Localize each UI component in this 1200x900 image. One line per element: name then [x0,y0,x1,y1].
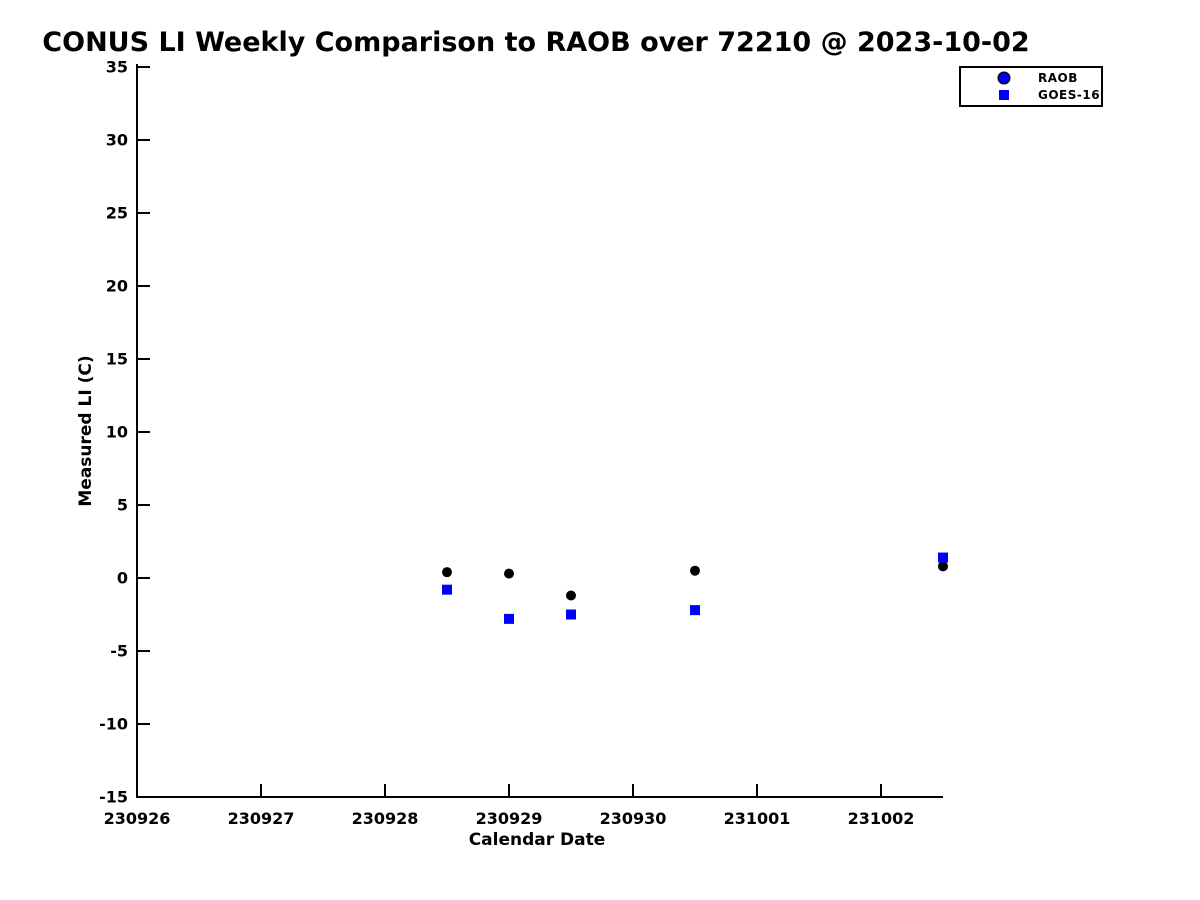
y-axis-label: Measured LI (C) [76,355,96,507]
x-tick-label: 231002 [848,809,915,828]
y-tick-label: -15 [99,788,128,807]
data-point-raob [504,568,514,579]
raob-circle-icon [997,71,1011,85]
data-point-raob [566,590,576,601]
x-tick-label: 230929 [476,809,543,828]
data-point-goes-16 [442,584,452,595]
x-tick-label: 230928 [352,809,419,828]
goes16-square-icon [997,88,1011,102]
x-tick-label: 230926 [104,809,171,828]
legend-item-raob: RAOB [961,70,1101,87]
data-point-raob [690,565,700,576]
chart-title: CONUS LI Weekly Comparison to RAOB over … [42,27,1030,58]
y-tick-label: 30 [106,131,128,150]
legend-label-raob: RAOB [1038,71,1078,85]
y-tick-label: -5 [110,642,128,661]
y-tick-label: 20 [106,277,128,296]
x-tick-label: 230927 [228,809,295,828]
x-axis-label: Calendar Date [468,830,606,850]
x-tick-label: 230930 [600,809,667,828]
y-tick-label: 15 [106,350,128,369]
y-tick-label: 25 [106,204,128,223]
legend-item-goes16: GOES-16 [961,87,1101,104]
y-tick-label: 10 [106,423,128,442]
y-tick-label: 35 [106,58,128,77]
data-point-goes-16 [566,609,576,620]
axis-spines [136,64,943,798]
y-tick-label: -10 [99,715,128,734]
legend-label-goes16: GOES-16 [1038,88,1101,102]
y-tick-label: 0 [117,569,128,588]
data-point-raob [938,561,948,572]
data-point-goes-16 [504,613,514,624]
data-point-raob [442,567,452,578]
y-tick-label: 5 [117,496,128,515]
x-tick-label: 231001 [724,809,791,828]
data-point-goes-16 [938,552,948,563]
legend: RAOB GOES-16 [959,66,1103,107]
data-point-goes-16 [690,605,700,616]
